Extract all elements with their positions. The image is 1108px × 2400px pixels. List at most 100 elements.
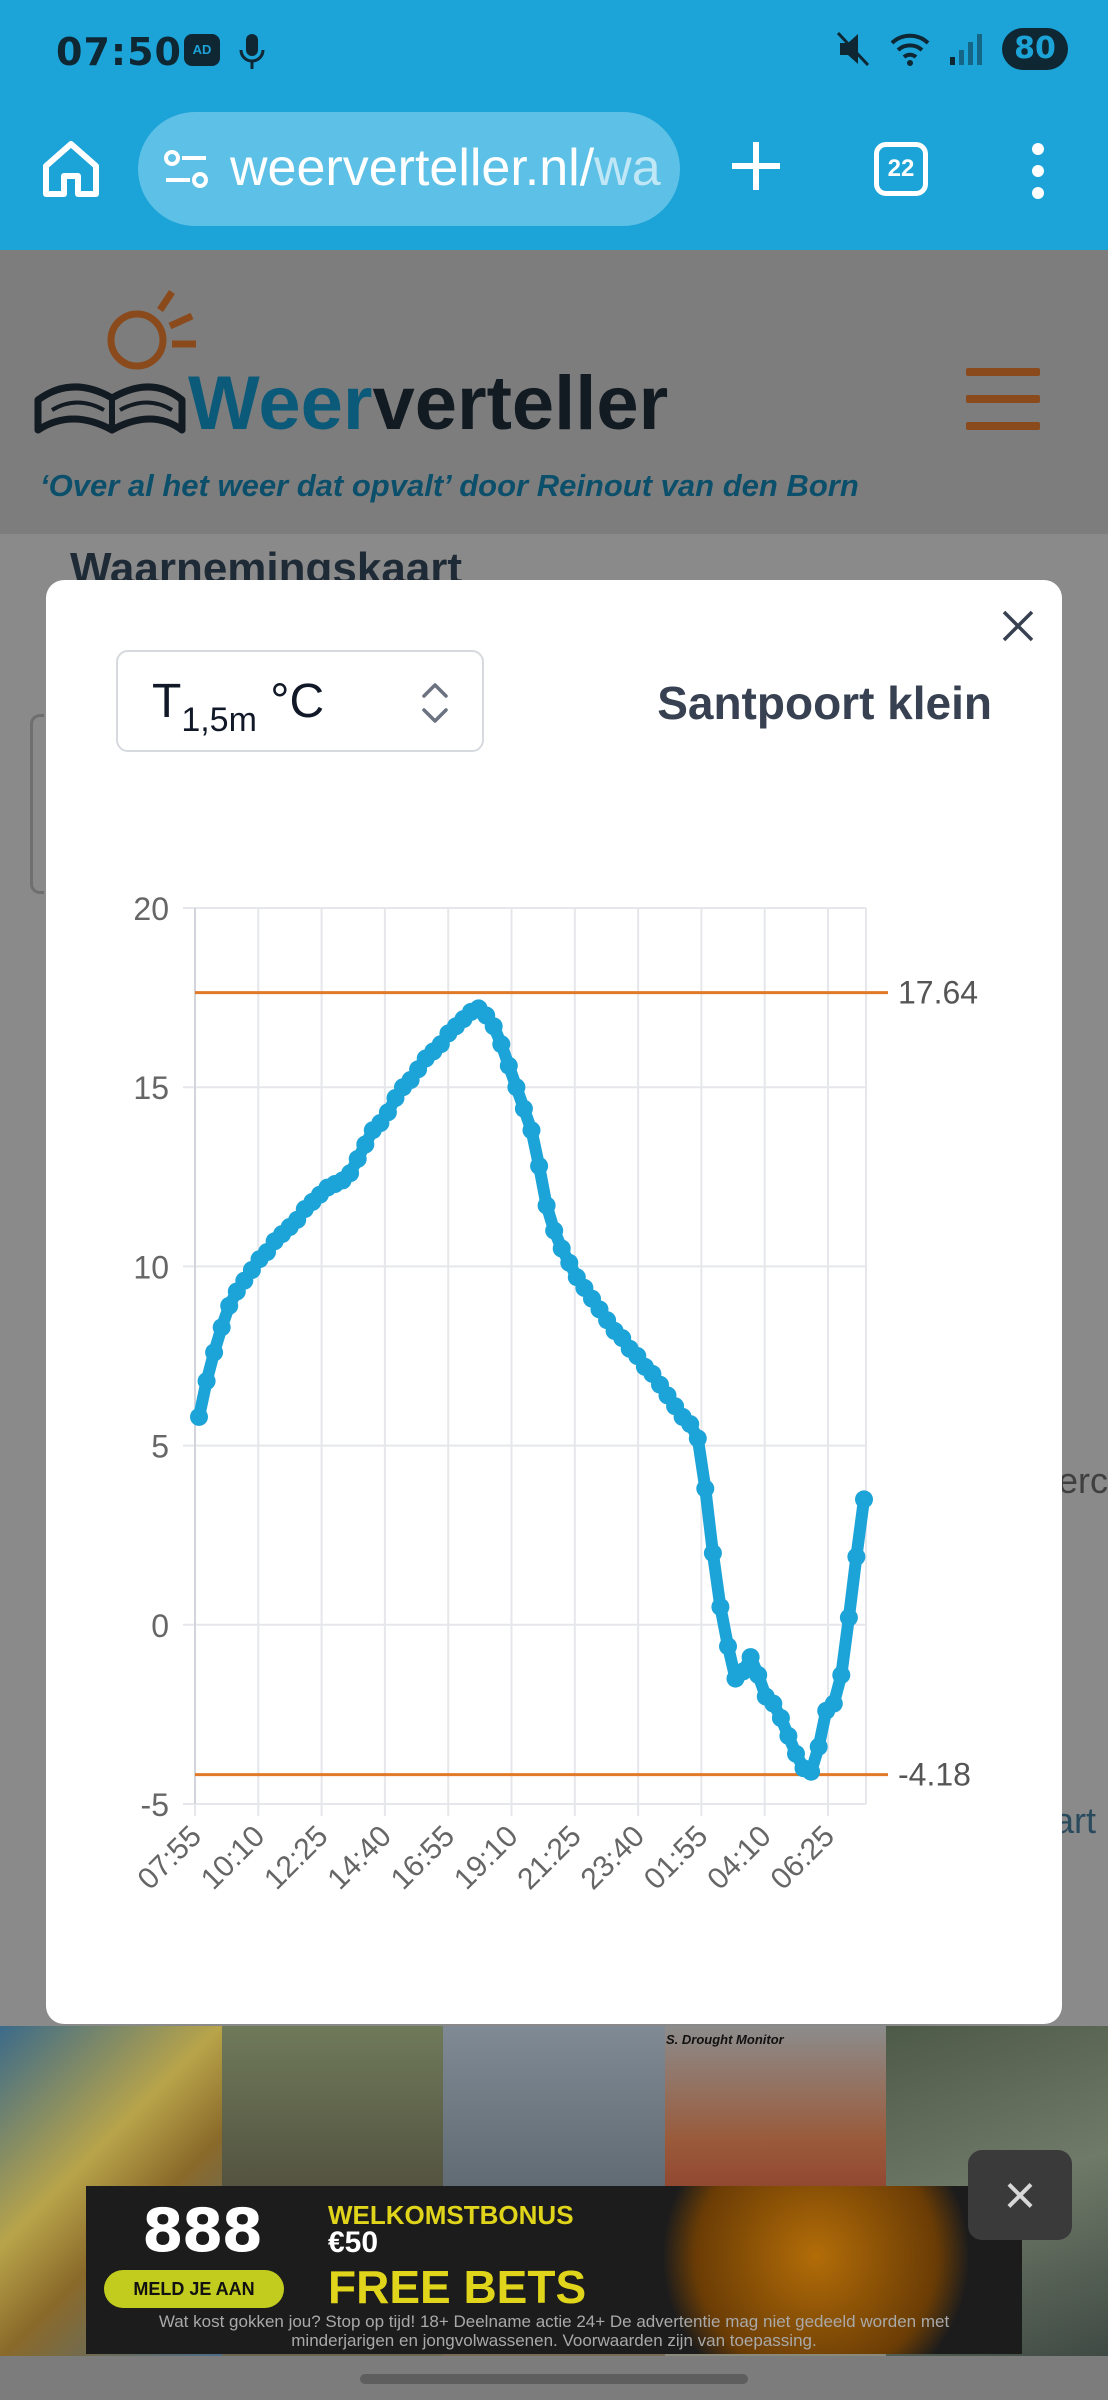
temperature-data-point[interactable] xyxy=(711,1597,730,1616)
temperature-data-point[interactable] xyxy=(552,1239,571,1258)
site-header: Weerverteller ‘Over al het weer dat opva… xyxy=(0,250,1108,534)
ad-headline: FREE BETS xyxy=(328,2261,587,2313)
logo-accent: Weer xyxy=(188,361,373,446)
temperature-data-point[interactable] xyxy=(839,1608,858,1627)
temperature-data-point[interactable] xyxy=(492,1035,511,1054)
temperature-data-point[interactable] xyxy=(681,1415,700,1434)
tab-switcher-button[interactable]: 22 xyxy=(874,142,928,196)
chart-x-ticks: 07:5510:1012:2514:4016:5519:1021:2523:40… xyxy=(132,1820,841,1896)
home-icon[interactable] xyxy=(36,134,106,204)
temperature-data-point[interactable] xyxy=(832,1666,851,1684)
ad-bonus-text: WELKOMSTBONUS xyxy=(328,2200,574,2230)
battery-indicator: 80 xyxy=(1002,28,1068,70)
x-tick-label: 21:25 xyxy=(511,1820,587,1896)
temperature-data-point[interactable] xyxy=(212,1318,231,1337)
station-name: Santpoort klein xyxy=(657,677,992,729)
temperature-data-point[interactable] xyxy=(205,1343,224,1362)
temperature-data-point[interactable] xyxy=(855,1490,873,1509)
site-settings-icon[interactable] xyxy=(162,148,210,190)
temperature-data-point[interactable] xyxy=(696,1479,715,1498)
temperature-data-point[interactable] xyxy=(197,1372,216,1391)
temperature-data-point[interactable] xyxy=(688,1429,707,1448)
thumbnail-label: S. Drought Monitor xyxy=(666,2032,784,2047)
unit-suffix: °C xyxy=(256,675,325,728)
temperature-data-point[interactable] xyxy=(824,1694,843,1713)
status-time: 07:50 xyxy=(56,30,182,74)
mute-icon xyxy=(836,31,870,67)
logo-dark: verteller xyxy=(372,361,669,446)
site-menu-icon[interactable] xyxy=(966,368,1040,430)
signal-icon xyxy=(950,34,982,65)
measurement-select[interactable]: T1,5m °C xyxy=(116,650,484,752)
max-reference-label: 17.64 xyxy=(898,975,978,1011)
temperature-data-point[interactable] xyxy=(522,1121,541,1140)
x-tick-label: 06:25 xyxy=(765,1820,841,1896)
x-tick-label: 04:10 xyxy=(701,1820,777,1896)
unit-subscript: 1,5m xyxy=(181,701,257,739)
temperature-data-point[interactable] xyxy=(348,1149,367,1168)
mic-icon xyxy=(239,34,265,69)
temperature-data-point[interactable] xyxy=(719,1637,737,1656)
close-icon[interactable] xyxy=(994,602,1042,650)
x-tick-label: 23:40 xyxy=(575,1820,651,1896)
y-tick-label: 10 xyxy=(133,1249,169,1285)
temperature-data-point[interactable] xyxy=(734,1662,753,1681)
temperature-data-point[interactable] xyxy=(378,1103,397,1122)
temperature-data-point[interactable] xyxy=(356,1135,375,1154)
temperature-data-point[interactable] xyxy=(802,1762,821,1781)
ad-disclaimer: Wat kost gokken jou? Stop op tijd! 18+ D… xyxy=(158,2312,950,2350)
temperature-data-point[interactable] xyxy=(190,1407,208,1426)
temperature-data-point[interactable] xyxy=(537,1196,556,1215)
temperature-data-point[interactable] xyxy=(341,1164,360,1183)
temperature-data-point[interactable] xyxy=(771,1709,790,1727)
measurement-select-value: T1,5m °C xyxy=(152,674,325,739)
temperature-data-point[interactable] xyxy=(703,1544,722,1563)
temperature-data-point[interactable] xyxy=(847,1547,866,1566)
temperature-data-point[interactable] xyxy=(764,1694,783,1713)
temperature-data-point[interactable] xyxy=(220,1296,239,1315)
temperature-chart: 20 15 10 5 0 -5 07:5510:1012:2514:4016:5519:1… xyxy=(132,891,979,1896)
ad-amount-text: €50 xyxy=(328,2226,379,2259)
temperature-data-point[interactable] xyxy=(560,1253,579,1272)
y-tick-label: 20 xyxy=(133,891,169,927)
y-tick-label: 15 xyxy=(133,1070,169,1106)
temperature-data-point[interactable] xyxy=(779,1726,798,1745)
temperature-data-point[interactable] xyxy=(507,1078,526,1097)
x-tick-label: 19:10 xyxy=(448,1820,524,1896)
ad-close-button[interactable]: × xyxy=(968,2150,1072,2240)
temperature-data-point[interactable] xyxy=(530,1157,549,1175)
url-main: weerverteller.nl/ xyxy=(230,139,595,197)
temperature-data-point[interactable] xyxy=(499,1056,518,1075)
temperature-data-point[interactable] xyxy=(787,1744,805,1763)
y-tick-label: 0 xyxy=(151,1608,169,1644)
logo-book-sun-icon xyxy=(34,290,196,434)
wifi-icon xyxy=(890,33,930,66)
temperature-data-point[interactable] xyxy=(741,1648,760,1667)
x-tick-label: 12:25 xyxy=(258,1820,334,1896)
ad-badge-icon: AD xyxy=(184,34,220,66)
ad-cta-button[interactable]: MELD JE AAN xyxy=(104,2270,284,2308)
ad-glow xyxy=(656,2186,976,2354)
temperature-data-point[interactable] xyxy=(749,1666,768,1684)
more-menu-icon[interactable] xyxy=(1020,142,1056,200)
x-tick-label: 10:10 xyxy=(195,1820,271,1896)
home-indicator[interactable] xyxy=(360,2374,748,2384)
x-tick-label: 07:55 xyxy=(132,1820,208,1896)
status-bar: 07:50 AD 80 xyxy=(0,0,1108,104)
y-tick-label: -5 xyxy=(141,1787,169,1823)
temperature-data-point[interactable] xyxy=(545,1221,564,1240)
chevron-up-down-icon xyxy=(422,683,448,723)
url-text[interactable]: weerverteller.nl/wa xyxy=(230,138,661,198)
y-tick-label: 5 xyxy=(151,1429,169,1465)
x-tick-label: 14:40 xyxy=(321,1820,397,1896)
temperature-data-point[interactable] xyxy=(514,1099,533,1118)
ad-banner[interactable]: 888 MELD JE AAN WELKOMSTBONUS €50 FREE B… xyxy=(86,2186,1022,2354)
new-tab-icon[interactable] xyxy=(724,134,788,198)
temperature-data-point[interactable] xyxy=(484,1017,503,1036)
temperature-data-point[interactable] xyxy=(809,1737,828,1756)
x-tick-label: 01:55 xyxy=(638,1820,714,1896)
site-logo-text[interactable]: Weerverteller xyxy=(188,360,668,447)
unit-prefix: T xyxy=(152,675,182,728)
site-control-box xyxy=(30,714,44,894)
url-bar[interactable]: weerverteller.nl/wa xyxy=(138,112,680,226)
